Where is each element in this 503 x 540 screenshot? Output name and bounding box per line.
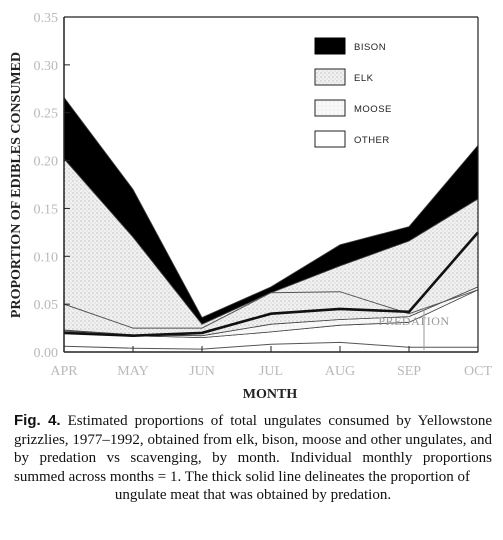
legend-label-bison: BISON: [354, 42, 386, 53]
legend-label-elk: ELK: [354, 73, 374, 84]
y-tick-label: 0.35: [34, 11, 59, 26]
caption-line-1: Estimated proportions of total ungulates…: [67, 413, 412, 429]
caption-line-3: moose and other ungulates, and by predat…: [14, 431, 492, 467]
y-tick-label: 0.00: [34, 346, 59, 361]
y-tick-label: 0.05: [34, 298, 59, 313]
x-tick-label: OCT: [464, 364, 492, 379]
caption-line-2: Yellowstone grizzlies, 1977–1992, obtain…: [14, 413, 492, 448]
figure-caption: Fig. 4. Estimated proportions of total u…: [14, 412, 492, 505]
x-tick-label: SEP: [397, 364, 421, 379]
legend-label-other: OTHER: [354, 135, 390, 146]
caption-line-5: months = 1. The thick solid line delinea…: [109, 468, 471, 485]
legend-swatch-other: [314, 130, 346, 148]
x-tick-label: MAY: [117, 364, 148, 379]
legend-label-moose: MOOSE: [354, 104, 392, 115]
x-ticks: APR MAY JUN JUL AUG SEP OCT: [50, 346, 492, 379]
legend-swatch-moose: [314, 99, 346, 117]
y-tick-label: 0.10: [34, 250, 59, 265]
x-tick-label: AUG: [325, 364, 355, 379]
y-tick-label: 0.20: [34, 155, 59, 170]
predation-label: PREDATION: [378, 314, 449, 328]
predation-annotation: PREDATION: [378, 307, 449, 351]
inner-line-1: [63, 289, 479, 329]
caption-line-6: ungulate meat that was obtained by preda…: [114, 487, 392, 503]
legend-swatch-elk: [314, 68, 346, 86]
chart: 0.00 0.05 0.10 0.15 0.20 0.25 0.30 0.35 APR MAY J…: [9, 11, 492, 402]
y-tick-label: 0.25: [34, 107, 59, 122]
legend-swatch-bison: [314, 37, 346, 55]
caption-label: Fig. 4.: [14, 412, 61, 429]
x-tick-label: JUL: [259, 364, 283, 379]
predation-line: [63, 231, 479, 338]
y-ticks: 0.00 0.05 0.10 0.15 0.20 0.25 0.30 0.35: [34, 11, 70, 361]
x-tick-label: APR: [50, 364, 78, 379]
y-axis-title: PROPORTION OF EDIBLES CONSUMED: [9, 52, 24, 318]
y-tick-label: 0.15: [34, 202, 59, 217]
x-tick-label: JUN: [189, 364, 215, 379]
caption-line-4: by month. Individual monthly proportions…: [14, 450, 492, 485]
legend: BISON ELK MOOSE OTHER: [314, 37, 392, 148]
y-tick-label: 0.30: [34, 59, 59, 74]
x-axis-title: MONTH: [243, 387, 298, 402]
